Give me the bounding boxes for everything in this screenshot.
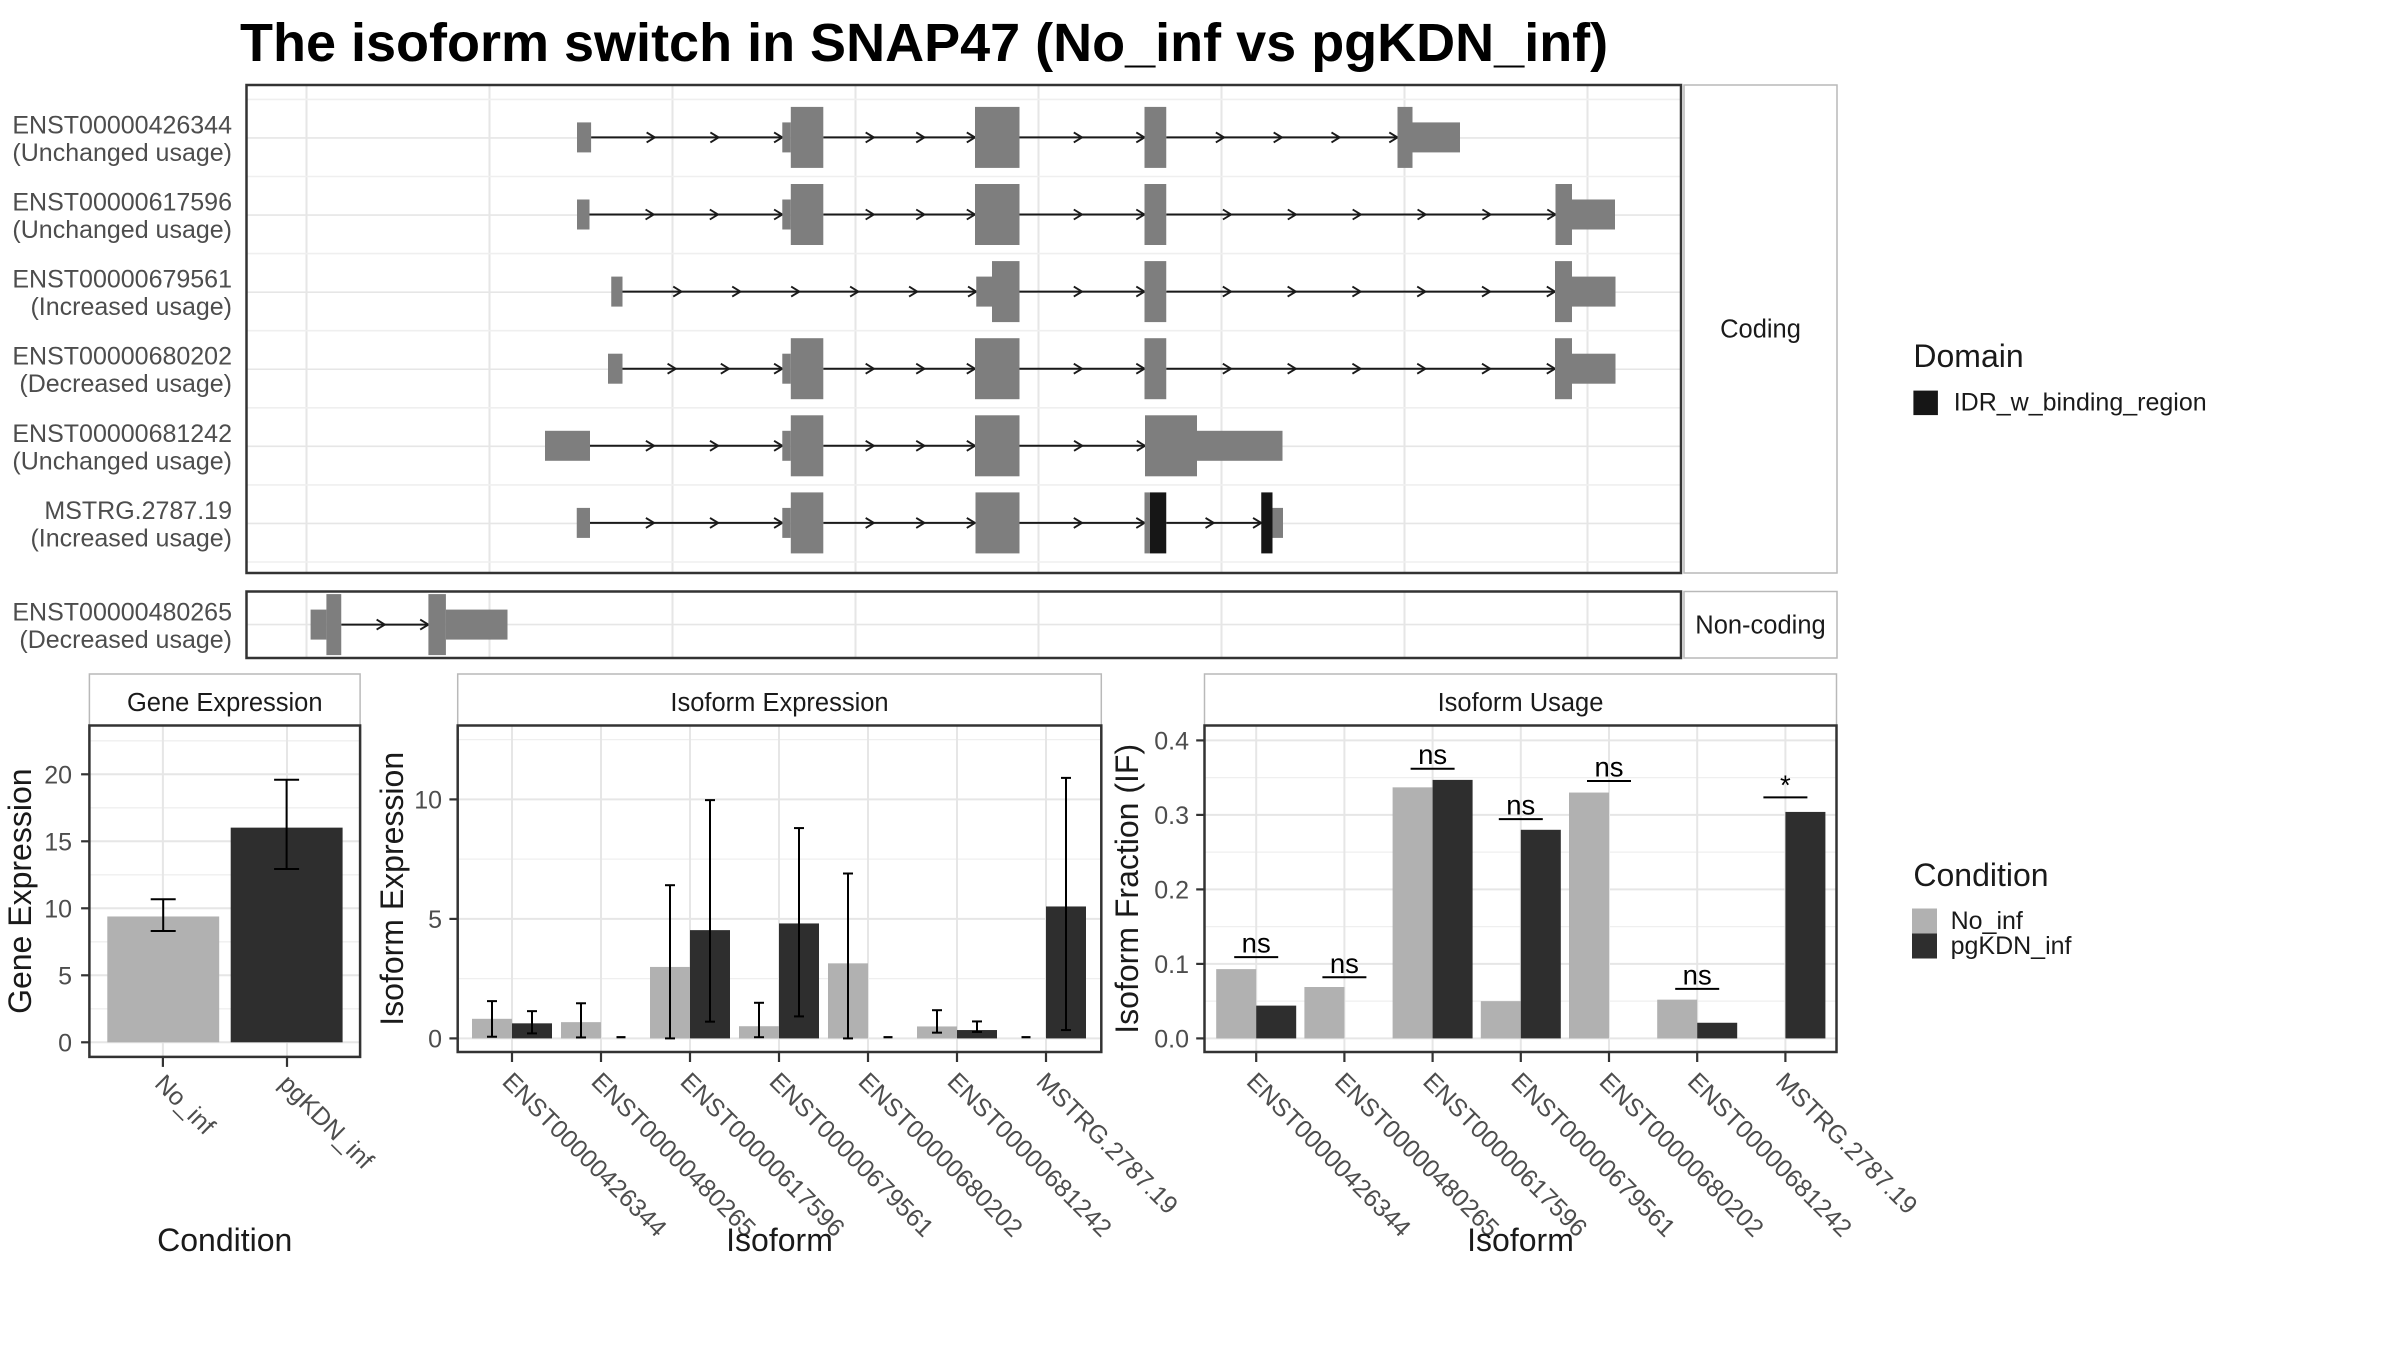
svg-text:ns: ns [1594, 752, 1623, 783]
svg-text:20: 20 [44, 761, 72, 789]
svg-text:5: 5 [58, 962, 72, 990]
svg-text:(Increased usage): (Increased usage) [30, 293, 232, 321]
svg-text:10: 10 [44, 895, 72, 923]
svg-text:ENST00000480265: ENST00000480265 [12, 599, 232, 627]
svg-text:5: 5 [428, 906, 442, 934]
svg-text:ENST00000426344: ENST00000426344 [12, 111, 232, 139]
svg-text:ns: ns [1506, 790, 1535, 821]
svg-text:Domain: Domain [1913, 338, 2023, 374]
svg-text:Isoform Usage: Isoform Usage [1438, 689, 1604, 717]
svg-text:Isoform Expression: Isoform Expression [374, 752, 410, 1026]
svg-text:Isoform: Isoform [1467, 1222, 1574, 1258]
svg-text:Coding: Coding [1720, 316, 1801, 344]
svg-text:(Unchanged usage): (Unchanged usage) [12, 216, 232, 244]
svg-text:0.2: 0.2 [1154, 876, 1189, 904]
svg-text:Condition: Condition [157, 1222, 292, 1258]
svg-text:(Decreased usage): (Decreased usage) [19, 370, 232, 398]
svg-text:MSTRG.2787.19: MSTRG.2787.19 [44, 497, 232, 525]
svg-text:pgKDN_inf: pgKDN_inf [1951, 932, 2072, 960]
svg-text:Non-coding: Non-coding [1695, 612, 1825, 640]
svg-text:Condition: Condition [1913, 857, 2048, 893]
svg-text:ns: ns [1242, 928, 1271, 959]
svg-text:ENST00000681242: ENST00000681242 [12, 420, 232, 448]
svg-text:Gene Expression: Gene Expression [2, 768, 38, 1013]
svg-text:ns: ns [1330, 948, 1359, 979]
svg-text:The isoform switch in SNAP47 (: The isoform switch in SNAP47 (No_inf vs … [240, 13, 1608, 73]
svg-text:Isoform Fraction (IF): Isoform Fraction (IF) [1109, 744, 1145, 1034]
svg-text:15: 15 [44, 828, 72, 856]
svg-text:0.4: 0.4 [1154, 727, 1189, 755]
svg-text:ns: ns [1418, 739, 1447, 770]
svg-text:ns: ns [1683, 959, 1712, 990]
svg-text:Gene Expression: Gene Expression [127, 689, 323, 717]
svg-text:ENST00000680202: ENST00000680202 [12, 343, 232, 371]
svg-text:0.0: 0.0 [1154, 1025, 1189, 1053]
svg-text:ENST00000679561: ENST00000679561 [12, 266, 232, 294]
svg-text:(Unchanged usage): (Unchanged usage) [12, 447, 232, 475]
svg-text:Isoform: Isoform [726, 1222, 833, 1258]
svg-text:0.1: 0.1 [1154, 951, 1189, 979]
svg-text:0: 0 [428, 1025, 442, 1053]
svg-text:ENST00000617596: ENST00000617596 [12, 189, 232, 217]
svg-text:No_inf: No_inf [1951, 907, 2023, 935]
svg-text:*: * [1780, 769, 1791, 800]
svg-text:IDR_w_binding_region: IDR_w_binding_region [1954, 389, 2207, 417]
svg-text:(Decreased usage): (Decreased usage) [19, 626, 232, 654]
svg-text:10: 10 [414, 786, 442, 814]
svg-text:0: 0 [58, 1029, 72, 1057]
svg-text:0.3: 0.3 [1154, 802, 1189, 830]
svg-text:(Unchanged usage): (Unchanged usage) [12, 139, 232, 167]
svg-text:(Increased usage): (Increased usage) [30, 524, 232, 552]
svg-text:Isoform Expression: Isoform Expression [670, 689, 888, 717]
